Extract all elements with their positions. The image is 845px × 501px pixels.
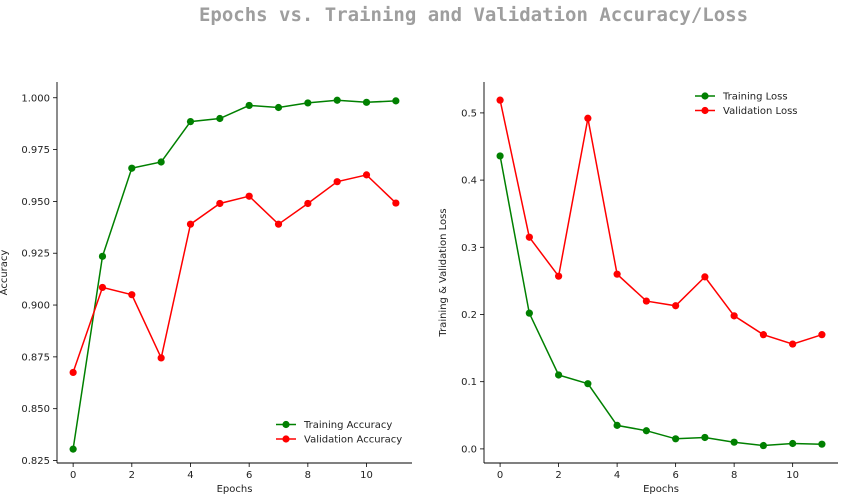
series-line-0 [72, 99, 396, 450]
data-point [759, 331, 767, 339]
data-point [613, 421, 621, 429]
data-point [98, 283, 107, 292]
data-point [642, 297, 650, 305]
y-tick-label: 0.2 [461, 310, 477, 321]
data-point [584, 114, 592, 122]
data-point [157, 354, 165, 362]
data-point [333, 178, 341, 186]
y-axis-label: Accuracy [0, 250, 10, 296]
legend-entry: Training Loss [722, 92, 788, 103]
x-tick-label: 6 [246, 470, 252, 481]
legend-marker [701, 92, 709, 100]
legend-entry: Validation Loss [723, 106, 798, 117]
x-tick-label: 10 [786, 470, 799, 481]
data-point [525, 309, 533, 317]
data-point [186, 220, 195, 228]
y-tick-label: 0.975 [21, 145, 50, 156]
series-line-1 [72, 174, 397, 373]
data-point [496, 96, 504, 104]
data-point [69, 445, 77, 453]
data-point [304, 199, 312, 208]
loss-chart: 0 2 4 6 8 10 0.0 0.1 0.2 0.3 0.4 0.5 Epochs Training … [438, 82, 838, 495]
data-point [362, 98, 371, 106]
legend-marker [701, 106, 709, 115]
data-point [128, 164, 136, 172]
chart-suptitle: Epochs vs. Training and Validation Accur… [198, 4, 749, 26]
data-point [701, 433, 709, 442]
data-point [245, 192, 253, 200]
x-tick-label: 0 [497, 470, 503, 481]
data-point [613, 270, 621, 278]
data-point [98, 252, 107, 260]
y-tick-label: 0.850 [21, 404, 50, 415]
y-tick-label: 0.4 [461, 176, 477, 187]
data-point [392, 97, 400, 105]
data-point [701, 273, 709, 281]
y-tick-label: 0.0 [461, 444, 477, 455]
data-point [525, 233, 533, 241]
data-point [555, 272, 563, 280]
data-point [216, 114, 224, 123]
accuracy-chart: 0 2 4 6 8 10 0.825 0.850 0.875 0.900 0.925 0.950 0.9… [0, 82, 412, 495]
y-tick-label: 0.875 [21, 352, 50, 363]
y-tick-label: 0.925 [21, 249, 50, 260]
x-tick-label: 0 [70, 470, 76, 481]
data-point [818, 440, 826, 448]
y-tick-label: 1.000 [21, 93, 50, 104]
series-line-0 [499, 155, 822, 447]
y-tick-label: 0.1 [461, 377, 477, 388]
y-tick-label: 0.825 [21, 456, 50, 467]
x-tick-label: 10 [360, 470, 373, 481]
data-point [245, 101, 253, 110]
data-point [672, 302, 680, 310]
data-point [304, 99, 312, 107]
data-point [128, 291, 136, 299]
x-tick-label: 6 [672, 470, 678, 481]
x-tick-label: 2 [129, 470, 135, 481]
x-tick-label: 8 [731, 470, 737, 481]
x-tick-label: 4 [614, 470, 620, 481]
data-point [789, 439, 797, 448]
data-point [584, 380, 592, 388]
data-point [186, 117, 195, 126]
x-tick-label: 2 [555, 470, 561, 481]
data-point [274, 103, 283, 112]
y-tick-label: 0.5 [461, 108, 477, 119]
data-point [555, 371, 563, 379]
data-point [362, 171, 371, 179]
x-tick-label: 8 [305, 470, 311, 481]
y-tick-label: 0.3 [461, 243, 477, 254]
series-line-1 [499, 99, 823, 345]
legend-marker [282, 420, 290, 429]
data-point [216, 199, 224, 208]
data-point [818, 331, 826, 339]
data-point [730, 438, 738, 446]
data-point [333, 96, 341, 104]
x-tick-label: 4 [187, 470, 193, 481]
data-point [730, 312, 738, 320]
data-point [157, 158, 165, 166]
x-axis-label: Epochs [217, 484, 253, 495]
legend-entry: Validation Accuracy [304, 435, 402, 446]
data-point [496, 152, 504, 160]
data-point [759, 441, 767, 450]
data-point [392, 199, 400, 207]
data-point [672, 435, 680, 443]
x-axis-label: Epochs [643, 484, 679, 495]
y-tick-label: 0.900 [21, 301, 50, 312]
data-point [789, 340, 797, 348]
data-point [274, 220, 283, 228]
data-point [642, 427, 650, 435]
data-point [69, 368, 77, 377]
y-axis-label: Training & Validation Loss [438, 208, 449, 337]
legend-entry: Training Accuracy [303, 420, 392, 431]
y-tick-label: 0.950 [21, 197, 50, 208]
legend-marker [282, 435, 290, 443]
